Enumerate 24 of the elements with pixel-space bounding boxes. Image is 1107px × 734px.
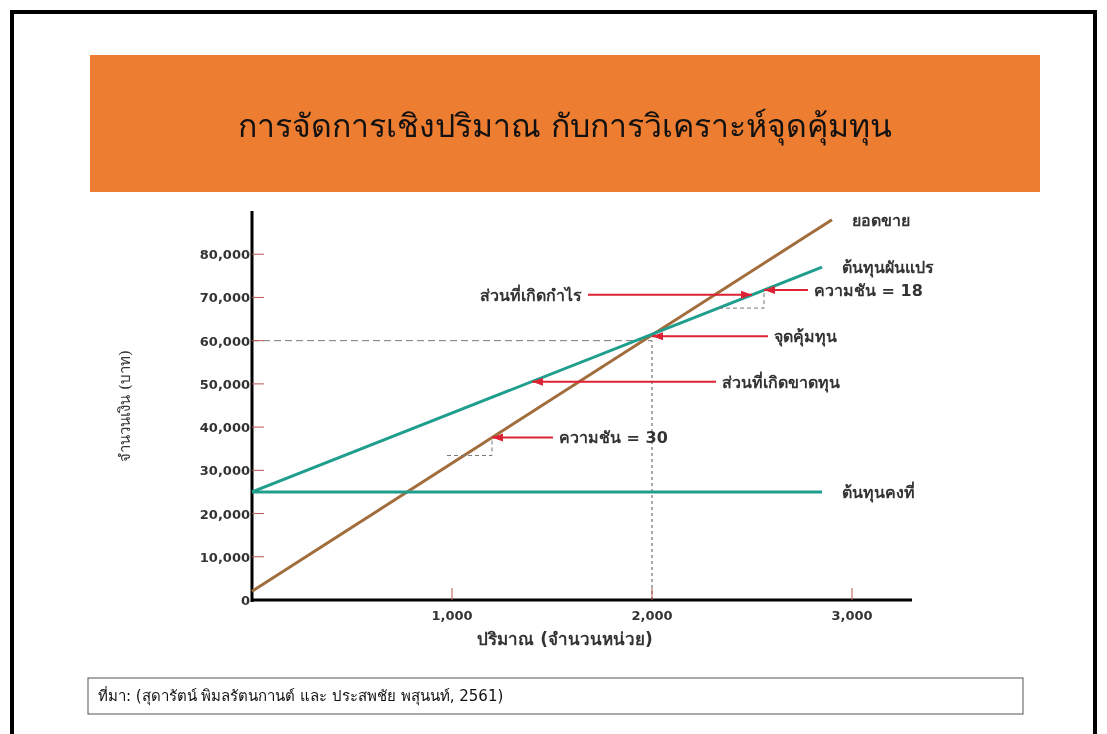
y-tick-label: 10,000 bbox=[199, 549, 250, 565]
series-label: ยอดขาย bbox=[852, 210, 910, 230]
y-tick-label: 80,000 bbox=[199, 247, 250, 263]
y-tick-label: 0 bbox=[240, 593, 250, 608]
y-tick-label: 20,000 bbox=[199, 506, 250, 522]
x-tick-label: 3,000 bbox=[831, 608, 873, 623]
series-label: ต้นทุนผันแปร bbox=[842, 258, 934, 279]
y-tick-label: 60,000 bbox=[199, 333, 250, 349]
series-label: ต้นทุนคงที่ bbox=[842, 480, 915, 503]
text: ที่มา: (สุดารัตน์ พิมลรัตนกานต์ และ ประสพชัย พสุนนท์, 2561) bbox=[98, 685, 504, 706]
y-tick-label: 70,000 bbox=[199, 290, 250, 306]
annotation: จุดคุ้มทุน bbox=[774, 327, 837, 348]
annotation: ความชัน = 30 bbox=[559, 428, 668, 448]
annotation: ความชัน = 18 bbox=[814, 281, 923, 301]
annotation: ส่วนที่เกิดขาดทุน bbox=[722, 370, 840, 393]
x-tick-label: 2,000 bbox=[631, 608, 673, 623]
y-tick-label: 30,000 bbox=[199, 463, 250, 479]
annotation: ส่วนที่เกิดกำไร bbox=[480, 283, 582, 305]
y-axis-title: จำนวนเงิน (บาท) bbox=[116, 350, 134, 462]
y-tick-label: 40,000 bbox=[199, 420, 250, 436]
x-axis-title: ปริมาณ (จำนวนหน่วย) bbox=[477, 629, 653, 649]
y-tick-label: 50,000 bbox=[199, 376, 250, 392]
x-tick-label: 1,000 bbox=[431, 608, 473, 623]
chart-title: การจัดการเชิงปริมาณ กับการวิเคราะห์จุดคุ้มทุน bbox=[237, 107, 893, 146]
